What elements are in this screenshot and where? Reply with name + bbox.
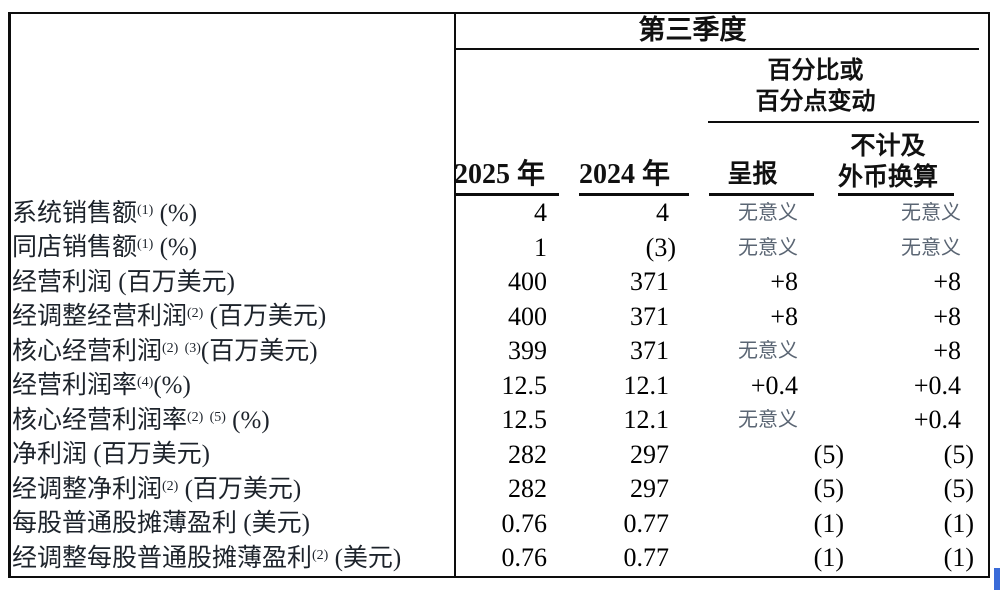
table-row: 经营利润率(4)(%) 12.5 12.1 +0.4 +0.4 xyxy=(11,369,988,404)
cell-2025: 0.76 xyxy=(501,508,548,538)
col-header-exfx-cell: 不计及 外币换算 xyxy=(836,123,988,196)
cell-2024: 0.77 xyxy=(623,508,670,538)
col-header-2025-cell: 2025 年 xyxy=(454,123,569,196)
cell-ex-fx: +8 xyxy=(933,301,961,331)
cell-2024: 12.1 xyxy=(623,370,670,400)
quarter-header: 第三季度 xyxy=(454,14,979,50)
label-column-divider xyxy=(454,14,456,576)
cell-reported: (1) xyxy=(813,508,844,538)
cell-ex-fx: 无意义 xyxy=(901,236,961,259)
cell-ex-fx: (5) xyxy=(943,439,974,469)
table-row: 同店销售额(1) (%) 1 (3) 无意义 无意义 xyxy=(11,231,988,266)
cell-reported: (5) xyxy=(813,439,844,469)
row-label: 同店销售额(1) (%) xyxy=(12,234,198,262)
col-header-exfx-line1: 不计及 xyxy=(850,133,926,160)
table-row: 经营利润 (百万美元) 400 371 +8 +8 xyxy=(11,265,988,300)
table-row: 经调整净利润(2) (百万美元) 282 297 (5) (5) xyxy=(11,472,988,507)
cell-ex-fx: 无意义 xyxy=(901,202,961,225)
cell-2024: 371 xyxy=(630,301,669,331)
cell-ex-fx: +8 xyxy=(933,336,961,366)
cell-2025: 282 xyxy=(508,474,547,504)
table-row: 核心经营利润率(2) (5) (%) 12.5 12.1 无意义 +0.4 xyxy=(11,403,988,438)
col-header-exfx: 不计及 外币换算 xyxy=(838,131,954,196)
col-header-2025: 2025 年 xyxy=(454,156,559,196)
cell-2024: 297 xyxy=(630,474,669,504)
cell-ex-fx: +8 xyxy=(933,267,961,297)
cell-2025: 12.5 xyxy=(501,370,548,400)
header-spacer xyxy=(11,123,454,196)
col-header-reported-cell: 呈报 xyxy=(699,123,836,196)
cell-reported: +0.4 xyxy=(750,370,798,400)
cell-ex-fx: +0.4 xyxy=(913,370,961,400)
quarterly-results-table: 第三季度 百分比或 百分点变动 2025 年 2024 年 呈报 不计及 外币换… xyxy=(8,12,990,578)
table-row: 经调整每股普通股摊薄盈利(2) (美元) 0.76 0.77 (1) (1) xyxy=(11,541,988,576)
cell-2024: 371 xyxy=(630,336,669,366)
col-header-exfx-line2: 外币换算 xyxy=(838,164,939,191)
row-label: 核心经营利润率(2) (5) (%) xyxy=(12,406,270,434)
row-label: 经调整经营利润(2) (百万美元) xyxy=(12,303,327,331)
cell-2024: 0.77 xyxy=(623,543,670,573)
row-label: 经营利润 (百万美元) xyxy=(12,268,235,296)
row-label: 经调整净利润(2) (百万美元) xyxy=(12,475,302,503)
header-spacer xyxy=(11,14,454,50)
cell-reported: +8 xyxy=(770,301,798,331)
cell-reported: 无意义 xyxy=(738,202,798,225)
table-row: 净利润 (百万美元) 282 297 (5) (5) xyxy=(11,438,988,473)
cell-ex-fx: (1) xyxy=(943,543,974,573)
cell-2024: 12.1 xyxy=(623,405,670,435)
header-spacer xyxy=(11,50,699,123)
pct-change-header: 百分比或 百分点变动 xyxy=(708,50,979,123)
header-row-quarter: 第三季度 xyxy=(11,14,988,50)
blue-edge-fragment xyxy=(994,568,1000,590)
header-row-columns: 2025 年 2024 年 呈报 不计及 外币换算 xyxy=(11,123,988,196)
cell-reported: 无意义 xyxy=(738,340,798,363)
table-row: 系统销售额(1) (%) 4 4 无意义 无意义 xyxy=(11,196,988,231)
cell-2025: 399 xyxy=(508,336,547,366)
cell-2024: 371 xyxy=(630,267,669,297)
cell-2024: 297 xyxy=(630,439,669,469)
row-label: 系统销售额(1) (%) xyxy=(12,199,198,227)
col-header-2024: 2024 年 xyxy=(579,156,689,196)
cell-2025: 400 xyxy=(508,301,547,331)
col-header-2024-cell: 2024 年 xyxy=(569,123,699,196)
table-row: 每股普通股摊薄盈利 (美元) 0.76 0.77 (1) (1) xyxy=(11,507,988,542)
cell-2025: 4 xyxy=(534,198,547,228)
cell-ex-fx: (1) xyxy=(943,508,974,538)
pct-change-line2: 百分点变动 xyxy=(755,89,876,115)
row-label: 经营利润率(4)(%) xyxy=(12,372,191,400)
cell-reported: 无意义 xyxy=(738,409,798,432)
cell-2024: 4 xyxy=(656,198,669,228)
cell-2025: 12.5 xyxy=(501,405,548,435)
row-label: 净利润 (百万美元) xyxy=(12,441,210,469)
table-row: 核心经营利润(2) (3)(百万美元) 399 371 无意义 +8 xyxy=(11,334,988,369)
cell-reported: 无意义 xyxy=(738,236,798,259)
cell-2025: 400 xyxy=(508,267,547,297)
cell-2025: 1 xyxy=(534,232,547,262)
cell-ex-fx: +0.4 xyxy=(913,405,961,435)
row-label: 每股普通股摊薄盈利 (美元) xyxy=(12,510,310,538)
cell-ex-fx: (5) xyxy=(943,474,974,504)
cell-reported: +8 xyxy=(770,267,798,297)
cell-2024: (3) xyxy=(645,232,676,262)
cell-2025: 282 xyxy=(508,439,547,469)
row-label: 经调整每股普通股摊薄盈利(2) (美元) xyxy=(12,544,402,572)
table-body: 系统销售额(1) (%) 4 4 无意义 无意义 同店销售额(1) (%) 1 (3) 无意义无… xyxy=(11,196,988,576)
cell-2025: 0.76 xyxy=(501,543,548,573)
row-label: 核心经营利润(2) (3)(百万美元) xyxy=(12,337,318,365)
cell-reported: (1) xyxy=(813,543,844,573)
col-header-reported: 呈报 xyxy=(709,156,814,196)
header-row-pct-change: 百分比或 百分点变动 xyxy=(11,50,988,123)
pct-change-line1: 百分比或 xyxy=(767,58,864,84)
table-row: 经调整经营利润(2) (百万美元) 400 371 +8 +8 xyxy=(11,300,988,335)
cell-reported: (5) xyxy=(813,474,844,504)
